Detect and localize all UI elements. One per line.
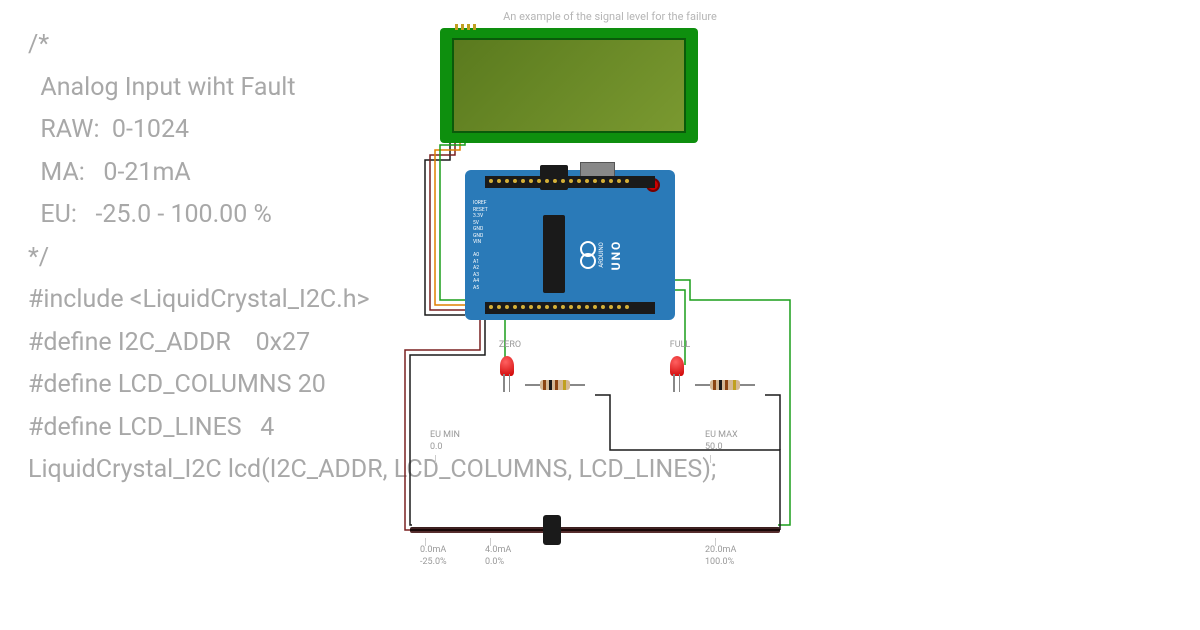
slider-scale-label: 4.0mA 0.0%	[485, 545, 511, 568]
slider-min-label: EU MIN 0.0	[430, 430, 460, 453]
slide-potentiometer[interactable]: EU MIN 0.0 EU MAX 50.0 0.0mA -25.0% 4.0m…	[405, 485, 785, 585]
arduino-pin-labels: IOREF RESET 3.3V 5V GND GND VIN A0 A1 A2…	[473, 200, 488, 291]
code-block: /* Analog Input wiht Fault RAW: 0-1024 M…	[28, 24, 428, 492]
code-line: /*	[28, 24, 428, 67]
circuit-diagram: An example of the signal level for the f…	[400, 10, 870, 610]
led-legs	[503, 374, 510, 392]
header-row-bottom	[485, 302, 655, 314]
slider-scale-label: 0.0mA -25.0%	[420, 545, 447, 568]
resistor	[695, 380, 755, 390]
code-line: */	[28, 237, 428, 280]
lcd-screen	[452, 38, 686, 133]
slider-handle[interactable]	[543, 515, 561, 545]
code-line: #define LCD_LINES 4	[28, 407, 428, 450]
header-row-top	[485, 176, 655, 188]
led-label-zero: ZERO	[490, 340, 530, 350]
arduino-model: UNO	[609, 225, 623, 285]
code-line: #include <LiquidCrystal_I2C.h>	[28, 279, 428, 322]
led-zero: ZERO	[490, 340, 600, 400]
code-line: Analog Input wiht Fault	[28, 67, 428, 110]
led-icon	[670, 356, 684, 376]
resistor	[525, 380, 585, 390]
code-line: #define I2C_ADDR 0x27	[28, 322, 428, 365]
code-line: MA: 0-21mA	[28, 152, 428, 195]
led-full: FULL	[660, 340, 770, 400]
led-icon	[500, 356, 514, 376]
microcontroller-chip	[543, 215, 565, 293]
slider-track	[410, 527, 780, 533]
code-line: LiquidCrystal_I2C lcd(I2C_ADDR, LCD_COLU…	[28, 449, 428, 492]
slider-max-label: EU MAX 50.0	[705, 430, 738, 453]
code-line: #define LCD_COLUMNS 20	[28, 364, 428, 407]
led-legs	[673, 374, 680, 392]
lcd-display	[440, 28, 698, 143]
lcd-pin-row	[455, 24, 476, 30]
arduino-logo: ARDUINO UNO	[580, 225, 640, 285]
led-label-full: FULL	[660, 340, 700, 350]
slider-scale-label: 20.0mA 100.0%	[705, 545, 736, 568]
arduino-board: IOREF RESET 3.3V 5V GND GND VIN A0 A1 A2…	[465, 170, 675, 320]
code-line: RAW: 0-1024	[28, 109, 428, 152]
code-line: EU: -25.0 - 100.00 %	[28, 194, 428, 237]
